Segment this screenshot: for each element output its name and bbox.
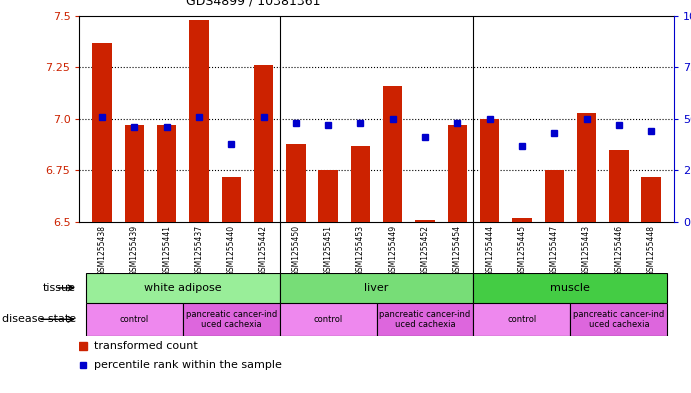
Text: pancreatic cancer-ind
uced cachexia: pancreatic cancer-ind uced cachexia [186,310,277,329]
Text: GSM1255451: GSM1255451 [323,224,332,275]
Text: white adipose: white adipose [144,283,222,293]
Text: GSM1255441: GSM1255441 [162,224,171,275]
Bar [280,303,377,336]
Bar [448,125,467,222]
Bar [286,144,305,222]
Text: percentile rank within the sample: percentile rank within the sample [94,360,282,371]
Text: GSM1255445: GSM1255445 [518,224,527,276]
Bar [280,273,473,303]
Text: control: control [120,315,149,324]
Bar [93,42,112,222]
Text: GSM1255439: GSM1255439 [130,224,139,276]
Text: GSM1255448: GSM1255448 [647,224,656,275]
Text: pancreatic cancer-ind
uced cachexia: pancreatic cancer-ind uced cachexia [379,310,471,329]
Bar [189,20,209,222]
Bar [86,303,183,336]
Bar [512,218,531,222]
Text: GSM1255443: GSM1255443 [582,224,591,276]
Bar [570,303,668,336]
Text: GSM1255454: GSM1255454 [453,224,462,276]
Text: GSM1255449: GSM1255449 [388,224,397,276]
Text: GSM1255447: GSM1255447 [550,224,559,276]
Text: GDS4899 / 10381361: GDS4899 / 10381361 [187,0,321,7]
Text: GSM1255444: GSM1255444 [485,224,494,276]
Text: disease state: disease state [2,314,76,324]
Bar [473,303,570,336]
Bar [183,303,280,336]
Text: muscle: muscle [551,283,590,293]
Bar [641,177,661,222]
Text: control: control [314,315,343,324]
Text: GSM1255453: GSM1255453 [356,224,365,276]
Text: GSM1255437: GSM1255437 [194,224,203,276]
Bar [157,125,176,222]
Bar [545,171,564,222]
Text: GSM1255442: GSM1255442 [259,224,268,275]
Bar [577,113,596,222]
Text: GSM1255440: GSM1255440 [227,224,236,276]
Bar [609,150,629,222]
Text: tissue: tissue [43,283,76,293]
Bar [473,273,668,303]
Bar [319,171,338,222]
Text: control: control [507,315,536,324]
Text: GSM1255452: GSM1255452 [421,224,430,275]
Bar [383,86,402,222]
Bar [124,125,144,222]
Bar [86,273,280,303]
Text: GSM1255450: GSM1255450 [292,224,301,276]
Bar [254,65,273,222]
Bar [415,220,435,222]
Bar [377,303,473,336]
Text: transformed count: transformed count [94,341,198,351]
Bar [351,146,370,222]
Text: GSM1255446: GSM1255446 [614,224,623,276]
Text: pancreatic cancer-ind
uced cachexia: pancreatic cancer-ind uced cachexia [574,310,665,329]
Bar [222,177,241,222]
Text: liver: liver [364,283,389,293]
Text: GSM1255438: GSM1255438 [97,224,106,275]
Bar [480,119,500,222]
